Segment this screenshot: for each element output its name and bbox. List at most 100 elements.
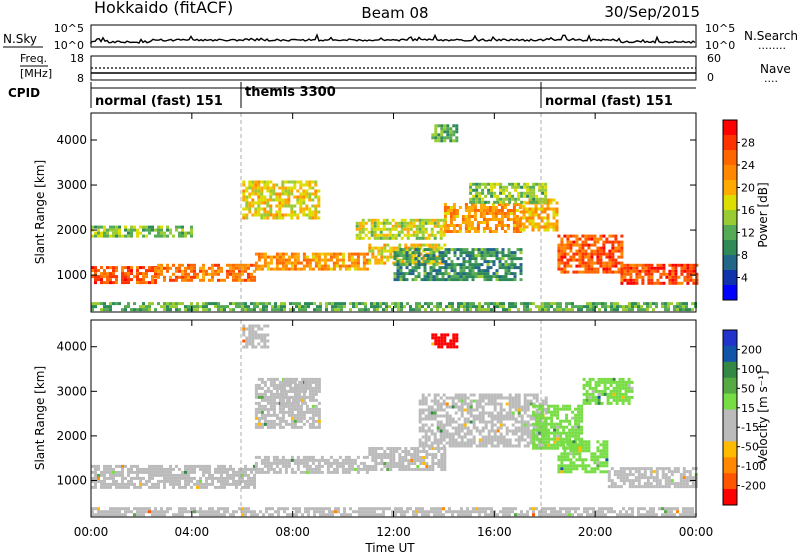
- heatmap-cell: [650, 272, 654, 276]
- heatmap-cell: [242, 207, 246, 211]
- heatmap-cell: [572, 446, 576, 450]
- heatmap-cell: [109, 302, 112, 306]
- heatmap-cell: [499, 426, 503, 430]
- heatmap-cell: [308, 192, 312, 196]
- heatmap-cell: [590, 255, 594, 259]
- heatmap-cell: [257, 180, 261, 184]
- heatmap-cell: [492, 260, 496, 264]
- heatmap-cell: [245, 204, 249, 208]
- heatmap-cell: [350, 264, 354, 268]
- heatmap-cell: [439, 236, 443, 240]
- heatmap-cell: [377, 258, 381, 262]
- heatmap-cell: [487, 200, 491, 204]
- heatmap-cell: [514, 197, 518, 201]
- heatmap-cell: [652, 302, 655, 306]
- heatmap-cell: [305, 464, 309, 468]
- heatmap-cell: [278, 425, 282, 429]
- heatmap-cell: [254, 345, 258, 349]
- heatmap-cell: [510, 266, 514, 270]
- heatmap-cell: [676, 308, 679, 312]
- heatmap-cell: [454, 411, 458, 415]
- heatmap-cell: [160, 234, 163, 238]
- heatmap-cell: [689, 266, 693, 270]
- heatmap-cell: [596, 455, 600, 459]
- heatmap-cell: [674, 272, 678, 276]
- heatmap-cell: [487, 308, 490, 312]
- heatmap-cell: [302, 398, 306, 402]
- heatmap-cell: [617, 249, 621, 253]
- heatmap-cell: [467, 215, 471, 218]
- heatmap-cell: [565, 302, 568, 306]
- heatmap-cell: [571, 443, 575, 447]
- heatmap-cell: [229, 473, 232, 477]
- heatmap-cell: [656, 266, 660, 270]
- heatmap-cell: [423, 248, 427, 252]
- heatmap-cell: [695, 275, 699, 279]
- heatmap-cell: [621, 392, 625, 396]
- heatmap-cell: [526, 188, 530, 192]
- heatmap-cell: [502, 191, 506, 195]
- heatmap-cell: [290, 470, 294, 474]
- heatmap-cell: [450, 266, 454, 270]
- heatmap-cell: [278, 458, 282, 462]
- heatmap-cell: [629, 272, 633, 276]
- heatmap-cell: [525, 225, 529, 229]
- heatmap-cell: [490, 435, 494, 439]
- heatmap-cell: [611, 255, 615, 259]
- heatmap-cell: [695, 281, 699, 285]
- heatmap-cell: [419, 459, 423, 462]
- power-cells: [91, 124, 699, 312]
- heatmap-cell: [196, 308, 199, 312]
- heatmap-cell: [496, 305, 499, 309]
- heatmap-cell: [612, 380, 616, 384]
- heatmap-cell: [166, 476, 169, 480]
- heatmap-cell: [613, 470, 617, 474]
- heatmap-cell: [304, 380, 308, 384]
- heatmap-cell: [478, 305, 481, 309]
- heatmap-cell: [476, 227, 480, 230]
- heatmap-cell: [452, 139, 456, 143]
- heatmap-cell: [124, 510, 127, 514]
- heatmap-cell: [269, 461, 273, 465]
- heatmap-cell: [311, 210, 315, 214]
- heatmap-cell: [223, 513, 226, 517]
- heatmap-cell: [474, 275, 478, 279]
- heatmap-cell: [411, 266, 415, 270]
- heatmap-cell: [451, 426, 455, 430]
- heatmap-cell: [145, 479, 148, 483]
- heatmap-cell: [443, 243, 447, 247]
- heatmap-cell: [154, 473, 157, 477]
- heatmap-cell: [100, 513, 103, 517]
- heatmap-cell: [544, 422, 548, 426]
- heatmap-cell: [563, 449, 567, 453]
- heatmap-cell: [320, 258, 324, 262]
- heatmap-cell: [142, 507, 145, 511]
- heatmap-cell: [475, 429, 479, 433]
- heatmap-cell: [248, 183, 252, 187]
- heatmap-cell: [519, 257, 523, 261]
- heatmap-cell: [260, 416, 264, 420]
- heatmap-cell: [392, 462, 396, 465]
- heatmap-cell: [115, 278, 118, 282]
- heatmap-cell: [260, 327, 264, 331]
- heatmap-cell: [528, 207, 532, 211]
- heatmap-cell: [544, 308, 547, 312]
- heatmap-cell: [163, 302, 166, 306]
- heatmap-cell: [118, 302, 121, 306]
- heatmap-cell: [577, 410, 581, 414]
- heatmap-cell: [394, 305, 397, 309]
- heatmap-cell: [356, 267, 360, 271]
- heatmap-cell: [451, 441, 455, 445]
- heatmap-cell: [311, 377, 315, 381]
- heatmap-cell: [391, 308, 394, 312]
- heatmap-cell: [305, 455, 309, 459]
- heatmap-cell: [446, 342, 450, 346]
- heatmap-cell: [275, 195, 279, 199]
- heatmap-cell: [479, 209, 483, 212]
- heatmap-cell: [605, 440, 609, 444]
- heatmap-cell: [553, 407, 557, 411]
- heatmap-cell: [166, 302, 169, 306]
- heatmap-cell: [605, 464, 609, 468]
- heatmap-cell: [450, 260, 454, 264]
- heatmap-cell: [187, 266, 190, 270]
